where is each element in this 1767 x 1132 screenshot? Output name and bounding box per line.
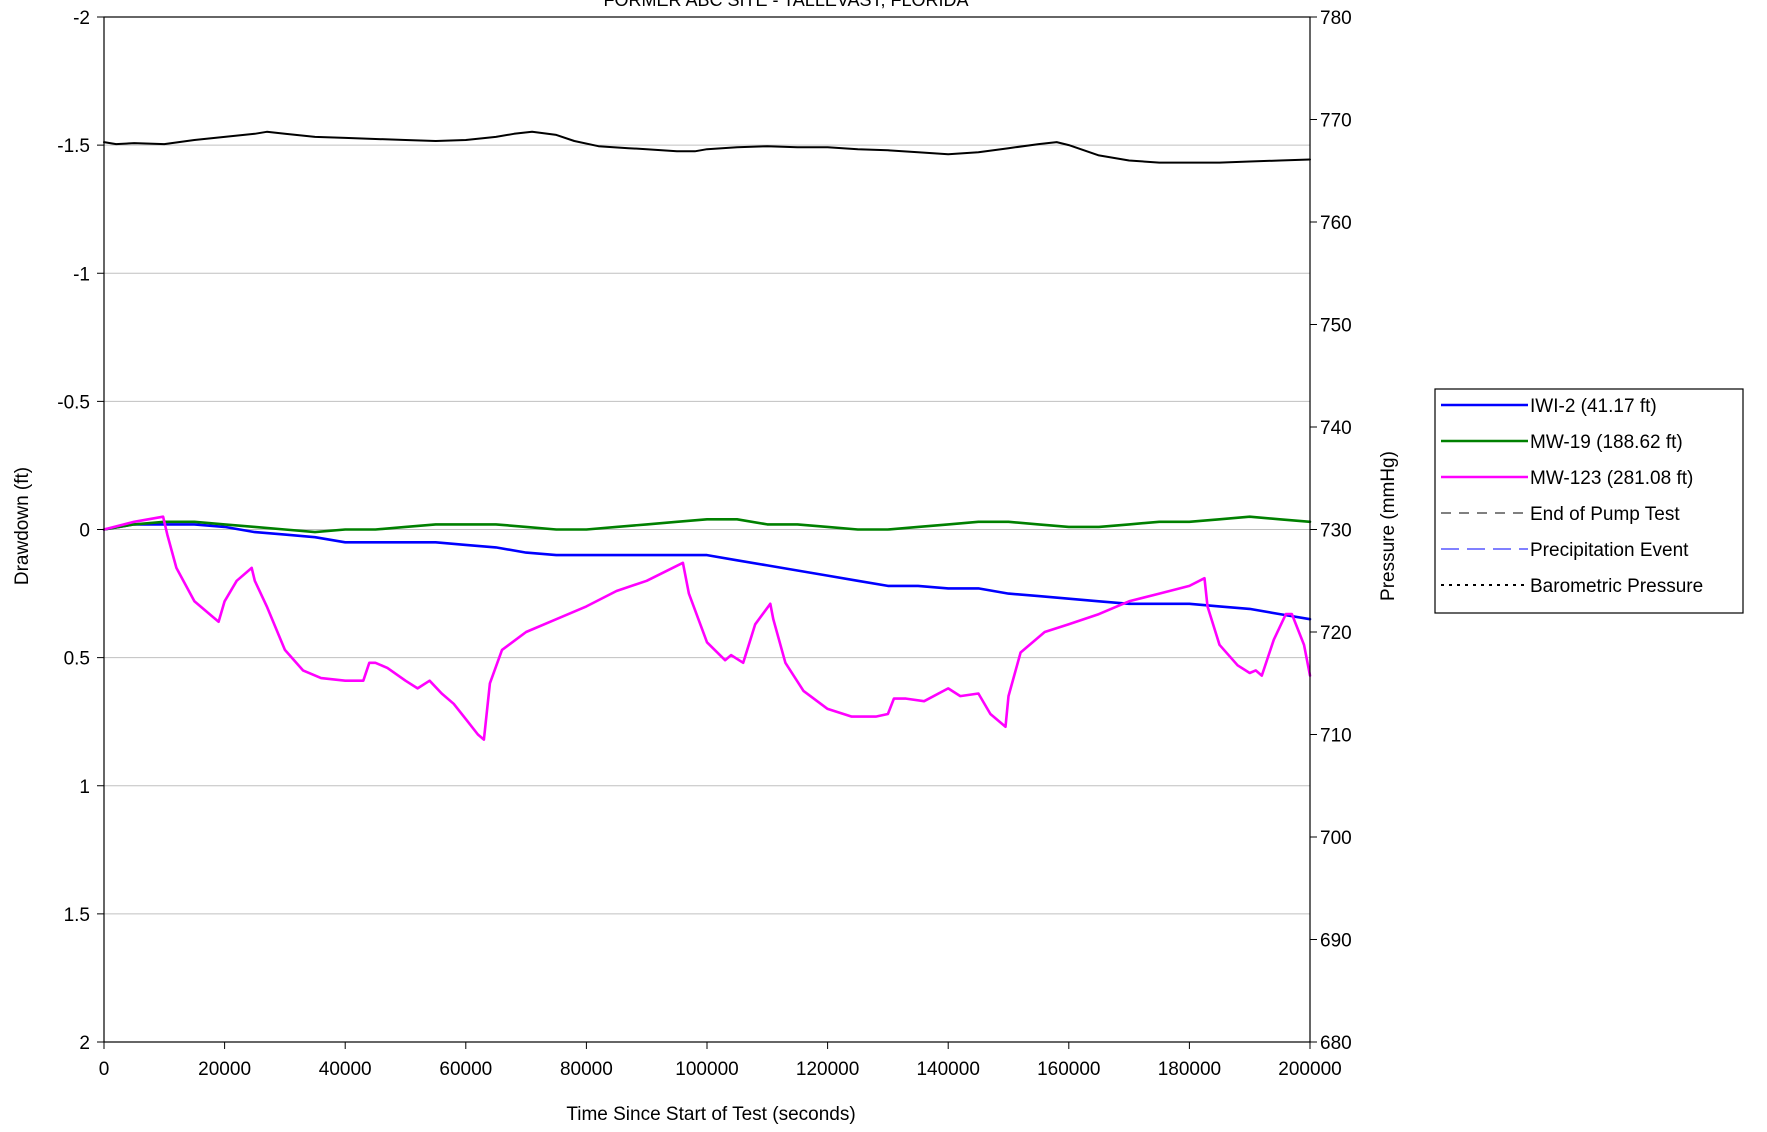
x-tick-label: 0: [99, 1059, 110, 1080]
x-tick-label: 60000: [439, 1059, 492, 1080]
x-tick-label: 200000: [1278, 1059, 1341, 1080]
y-axis-title: Drawdown (ft): [12, 467, 33, 585]
y2-tick-label: 690: [1320, 931, 1352, 952]
legend-box: [1434, 388, 1744, 614]
y2-tick-label: 760: [1320, 213, 1352, 234]
y-axis-left: -2 -1.5 -1 -0.5 0 0.5 1 1.5 2: [57, 8, 104, 1054]
y2-tick-label: 740: [1320, 418, 1352, 439]
y-tick-label: 0: [79, 521, 90, 542]
y-tick-label: 1: [79, 777, 90, 798]
series-line-0: [102, 523, 1312, 621]
y-tick-label: -0.5: [57, 392, 90, 413]
y-tick-label: -1: [73, 264, 90, 285]
series-layer: [102, 130, 1312, 741]
x-tick-label: 20000: [198, 1059, 251, 1080]
y-tick-label: -2: [73, 8, 90, 29]
y-tick-label: 1.5: [64, 905, 90, 926]
grid-lines: [104, 144, 1310, 915]
y2-tick-label: 750: [1320, 316, 1352, 337]
legend-label: Barometric Pressure: [1530, 576, 1703, 597]
x-tick-label: 40000: [319, 1059, 372, 1080]
legend-label: MW-123 (281.08 ft): [1530, 468, 1693, 489]
series-line-5: [103, 130, 1311, 164]
y2-tick-label: 770: [1320, 111, 1352, 132]
y2-tick-label: 780: [1320, 8, 1352, 29]
legend-label: MW-19 (188.62 ft): [1530, 432, 1683, 453]
x-tick-label: 180000: [1158, 1059, 1221, 1080]
x-axis-title: Time Since Start of Test (seconds): [566, 1104, 855, 1125]
series-line-1: [102, 515, 1312, 534]
y2-tick-label: 700: [1320, 828, 1352, 849]
x-tick-label: 160000: [1037, 1059, 1100, 1080]
chart-title: FORMER ABC SITE - TALLEVAST, FLORIDA: [603, 0, 968, 10]
x-tick-label: 120000: [796, 1059, 859, 1080]
legend-label: Precipitation Event: [1530, 540, 1689, 561]
y2-tick-label: 680: [1320, 1033, 1352, 1054]
y-tick-label: 0.5: [64, 649, 90, 670]
series-line-2: [102, 515, 1312, 741]
y2-tick-label: 720: [1320, 623, 1352, 644]
x-tick-label: 100000: [675, 1059, 738, 1080]
x-axis: 0 20000 40000 60000 80000 100000 120000 140000 1…: [99, 1042, 1342, 1080]
y2-axis-title: Pressure (mmHg): [1378, 451, 1399, 601]
y-tick-label: -1.5: [57, 136, 90, 157]
legend-label: IWI-2 (41.17 ft): [1530, 396, 1657, 417]
y-tick-label: 2: [79, 1033, 90, 1054]
y-axis-right: 780 770 760 750 740 730 720 710 700 690 680: [1310, 8, 1352, 1054]
x-tick-label: 140000: [916, 1059, 979, 1080]
legend: IWI-2 (41.17 ft) MW-19 (188.62 ft) MW-123 …: [1434, 388, 1744, 614]
y2-tick-label: 730: [1320, 521, 1352, 542]
y2-tick-label: 710: [1320, 726, 1352, 747]
legend-label: End of Pump Test: [1530, 504, 1680, 525]
x-tick-label: 80000: [560, 1059, 613, 1080]
